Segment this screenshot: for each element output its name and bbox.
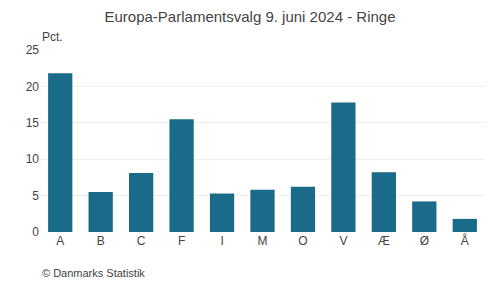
svg-text:Å: Å xyxy=(461,233,469,248)
svg-text:Europa-Parlamentsvalg 9. juni: Europa-Parlamentsvalg 9. juni 2024 - Rin… xyxy=(105,8,396,25)
svg-text:0: 0 xyxy=(32,225,39,239)
svg-text:15: 15 xyxy=(26,116,40,130)
svg-text:Æ: Æ xyxy=(378,234,390,248)
svg-text:O: O xyxy=(298,234,307,248)
svg-text:Pct.: Pct. xyxy=(42,30,63,44)
svg-text:B: B xyxy=(97,234,105,248)
svg-text:© Danmarks Statistik: © Danmarks Statistik xyxy=(42,267,145,279)
svg-text:M: M xyxy=(258,234,268,248)
svg-text:F: F xyxy=(178,234,185,248)
svg-text:25: 25 xyxy=(26,43,40,57)
svg-text:A: A xyxy=(56,234,64,248)
svg-text:V: V xyxy=(339,234,347,248)
svg-text:20: 20 xyxy=(26,80,40,94)
svg-text:I: I xyxy=(220,234,223,248)
svg-text:Ø: Ø xyxy=(420,234,429,248)
svg-text:5: 5 xyxy=(32,189,39,203)
svg-text:C: C xyxy=(137,234,146,248)
svg-text:10: 10 xyxy=(26,152,40,166)
